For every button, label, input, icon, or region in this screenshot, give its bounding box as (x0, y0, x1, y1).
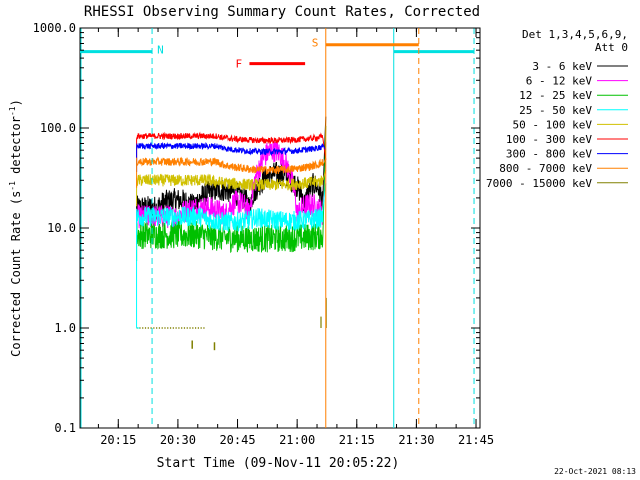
y-axis-label-main: Corrected Count Rate (s (9, 191, 23, 357)
legend-header-line-2: Att 0 (595, 41, 628, 54)
x-axis: 20:15 20:30 20:45 21:00 21:15 21:30 21:45 (97, 28, 494, 447)
y-tick-label: 10.0 (47, 221, 76, 235)
legend-label: 25 - 50 keV (519, 104, 592, 117)
series-7000-15000-kev (136, 297, 327, 351)
x-tick-label: 20:30 (160, 433, 196, 447)
y-axis-label-mid: detector (9, 116, 23, 181)
legend-label: 300 - 800 keV (506, 148, 592, 161)
x-tick-label: 21:30 (398, 433, 434, 447)
saa-annotation-label: S (312, 37, 319, 50)
y-tick-label: 100.0 (40, 121, 76, 135)
y-tick-label: 0.1 (54, 421, 76, 435)
y-axis-label: Corrected Count Rate (s-1 detector-1) (8, 99, 23, 357)
legend-label: 50 - 100 keV (513, 118, 593, 131)
legend-header-line-1: Det 1,3,4,5,6,9, (522, 28, 628, 41)
night-annotation-label: N (157, 44, 164, 57)
series-12-25-kev-line (136, 125, 327, 261)
series-100-300-kev-line (136, 131, 327, 163)
x-tick-label: 21:00 (279, 433, 315, 447)
series-50-100-kev-line (136, 169, 327, 207)
x-axis-label: Start Time (09-Nov-11 20:05:22) (157, 456, 400, 471)
y-axis-label-sup-1: -1 (8, 181, 17, 191)
x-tick-label: 20:15 (100, 433, 136, 447)
legend-label: 800 - 7000 keV (499, 162, 592, 175)
series-800-7000-kev-line (136, 156, 327, 188)
y-tick-label: 1.0 (54, 321, 76, 335)
y-axis-label-sup-2: -1 (8, 106, 17, 116)
legend-label: 100 - 300 keV (506, 133, 592, 146)
legend-label: 3 - 6 keV (532, 60, 592, 73)
legend-label: 7000 - 15000 keV (486, 177, 592, 190)
x-tick-label: 20:45 (219, 433, 255, 447)
x-tick-label: 21:45 (458, 433, 494, 447)
series-300-800-kev-line (136, 141, 327, 172)
flare-annotation-label: F (235, 58, 242, 71)
y-axis-label-end: ) (9, 99, 23, 106)
generation-timestamp: 22-Oct-2021 08:13 (554, 467, 636, 476)
y-axis: 1000.0 100.0 10.0 1.0 0.1 (33, 21, 480, 435)
legend-label: 6 - 12 keV (526, 75, 593, 88)
x-tick-label: 21:15 (339, 433, 375, 447)
y-tick-label: 1000.0 (33, 21, 76, 35)
legend: Det 1,3,4,5,6,9, Att 0 3 - 6 keV 6 - 12 k… (486, 28, 628, 190)
series-layer (136, 116, 327, 351)
chart-title: RHESSI Observing Summary Count Rates, Co… (84, 4, 480, 20)
legend-label: 12 - 25 keV (519, 89, 592, 102)
series-25-50-kev-line (136, 183, 327, 243)
